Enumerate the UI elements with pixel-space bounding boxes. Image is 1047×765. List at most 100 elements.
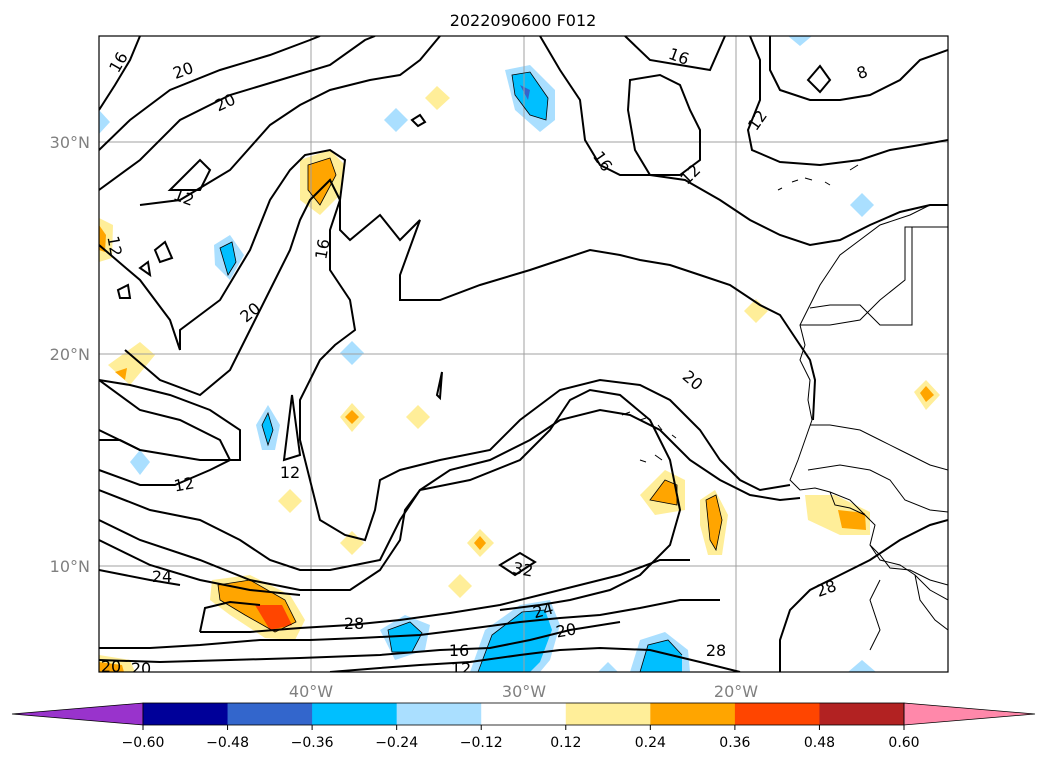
contour-line bbox=[99, 244, 181, 351]
canary-islands bbox=[777, 164, 859, 191]
country-border bbox=[869, 544, 948, 601]
contour-line bbox=[779, 519, 948, 672]
lat-label-10n: 10°N bbox=[50, 557, 90, 576]
colorbar-tick-label: 0.60 bbox=[888, 735, 919, 751]
colorbar-segment bbox=[565, 703, 651, 725]
country-border bbox=[914, 574, 948, 631]
map-frame bbox=[98, 35, 949, 673]
contour-line bbox=[99, 36, 321, 151]
colorbar-segment bbox=[650, 703, 736, 725]
contour-label: 20 bbox=[101, 657, 121, 676]
negative-anomaly-region bbox=[512, 72, 548, 120]
positive-anomaly-region bbox=[308, 158, 336, 205]
positive-anomaly-region bbox=[425, 86, 450, 110]
country-border bbox=[800, 226, 948, 326]
colorbar-tick-label: 0.48 bbox=[804, 735, 835, 751]
contour-line bbox=[806, 64, 832, 94]
contour-label: 32 bbox=[511, 558, 534, 580]
colorbar-tick-label: −0.48 bbox=[206, 735, 249, 751]
map-plot-area: 16 20 20 12 12 16 20 12 12 24 28 20 16 1… bbox=[99, 36, 948, 678]
anomaly-core-contour bbox=[511, 71, 549, 121]
colorbar-tick-label: −0.60 bbox=[122, 735, 165, 751]
contour-label: 24 bbox=[152, 567, 172, 586]
anomaly-core-contour bbox=[649, 479, 678, 506]
positive-anomaly-region bbox=[340, 531, 364, 555]
positive-anomaly-region bbox=[448, 574, 472, 598]
positive-anomaly-region bbox=[920, 386, 934, 402]
positive-anomaly-region bbox=[474, 536, 486, 550]
anomaly-core-contour bbox=[639, 639, 683, 672]
positive-anomaly-region bbox=[99, 662, 124, 672]
contour-line bbox=[99, 388, 682, 611]
contour-line bbox=[410, 113, 427, 128]
anomaly-core-contour bbox=[219, 241, 237, 276]
anomaly-core-contour bbox=[307, 157, 337, 206]
positive-anomaly-region bbox=[406, 405, 430, 429]
colorbar-extend-right bbox=[903, 702, 1036, 726]
colorbar-segment bbox=[734, 703, 820, 725]
contour-line bbox=[746, 36, 948, 167]
colorbar-tick-label: −0.24 bbox=[375, 735, 418, 751]
colorbar-segments bbox=[143, 703, 905, 725]
colorbar-tick-label: −0.12 bbox=[460, 735, 503, 751]
colorbar-segment bbox=[396, 703, 482, 725]
contour-line bbox=[99, 539, 301, 596]
colorbar-tick-label: 0.12 bbox=[550, 735, 581, 751]
colorbar-segment bbox=[819, 703, 905, 725]
contour-line bbox=[99, 36, 376, 191]
negative-anomaly-region bbox=[99, 110, 110, 134]
colorbar-outline bbox=[142, 702, 905, 726]
contour-label: 24 bbox=[531, 599, 556, 623]
contour-line bbox=[99, 569, 181, 586]
positive-anomaly-region bbox=[278, 489, 302, 513]
lat-label-30n: 30°N bbox=[50, 133, 90, 152]
contour-line bbox=[139, 36, 441, 206]
longitude-labels: 40°W 30°W 20°W bbox=[289, 682, 758, 701]
map-title: 2022090600 F012 bbox=[450, 11, 597, 30]
contour-line bbox=[199, 600, 261, 633]
contour-line bbox=[200, 559, 690, 633]
contour-label: 20 bbox=[554, 619, 577, 641]
contour-line bbox=[167, 158, 212, 191]
negative-anomaly-region bbox=[850, 193, 874, 217]
contour-label: 28 bbox=[344, 614, 364, 633]
shaded-anomaly-regions bbox=[99, 36, 940, 672]
negative-anomaly-region bbox=[384, 108, 408, 132]
negative-anomaly-region bbox=[598, 662, 618, 672]
colorbar-ticks: −0.60 −0.48 −0.36 −0.24 −0.12 0.12 0.24 0.36 0.4… bbox=[122, 725, 920, 751]
anomaly-core-contour bbox=[387, 621, 423, 653]
contour-label: 12 bbox=[451, 659, 471, 678]
contour-line bbox=[153, 240, 174, 264]
contour-line bbox=[99, 36, 141, 111]
country-border bbox=[829, 491, 866, 516]
contour-label: 28 bbox=[706, 641, 726, 660]
colorbar-segment bbox=[312, 703, 398, 725]
colorbar-tick-label: −0.36 bbox=[291, 735, 334, 751]
contour-line bbox=[435, 371, 443, 401]
contour-line bbox=[138, 260, 152, 278]
anomaly-core-contours bbox=[217, 71, 723, 672]
negative-anomaly-region bbox=[520, 85, 530, 100]
country-border bbox=[809, 227, 913, 326]
contour-lines bbox=[99, 36, 948, 672]
contour-line bbox=[498, 551, 537, 577]
positive-anomaly-region bbox=[345, 410, 359, 424]
colorbar-segment bbox=[481, 703, 567, 725]
positive-anomaly-region bbox=[115, 368, 127, 380]
colorbar-tick-label: 0.36 bbox=[719, 735, 750, 751]
contour-line bbox=[624, 36, 726, 72]
contour-line bbox=[116, 283, 132, 299]
contour-line bbox=[626, 73, 701, 176]
lon-label-30w: 30°W bbox=[502, 682, 546, 701]
lat-label-20n: 20°N bbox=[50, 345, 90, 364]
colorbar-tick-label: 0.24 bbox=[635, 735, 666, 751]
negative-anomaly-region bbox=[220, 242, 236, 275]
lon-label-40w: 40°W bbox=[289, 682, 333, 701]
colorbar-extend-left bbox=[11, 702, 144, 726]
contour-line bbox=[329, 646, 741, 672]
negative-anomaly-region bbox=[640, 640, 682, 672]
contour-label: 12 bbox=[280, 463, 300, 482]
contour-label: 20 bbox=[131, 659, 151, 678]
lon-label-20w: 20°W bbox=[714, 682, 758, 701]
negative-anomaly-region bbox=[340, 341, 364, 365]
